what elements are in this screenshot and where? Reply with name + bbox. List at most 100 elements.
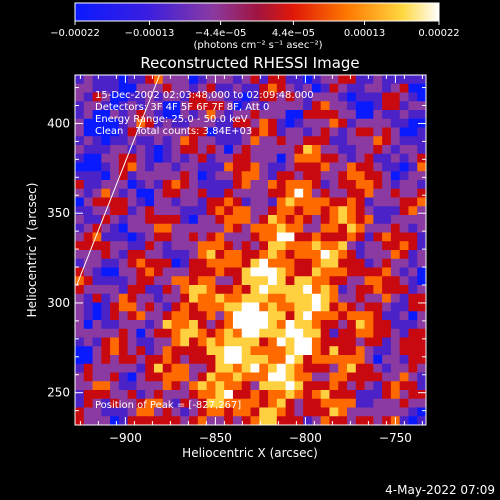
heatmap-cell xyxy=(390,136,401,146)
heatmap-cell xyxy=(268,188,278,199)
heatmap-cell xyxy=(311,258,322,269)
heatmap-cell xyxy=(171,346,181,356)
heatmap-cell xyxy=(285,206,295,216)
heatmap-cell xyxy=(276,285,287,295)
heatmap-cell xyxy=(232,215,243,225)
heatmap-cell xyxy=(224,206,234,216)
heatmap-cell xyxy=(294,232,304,242)
heatmap-cell xyxy=(364,110,374,120)
heatmap-cell xyxy=(303,83,313,94)
heatmap-cell xyxy=(417,188,426,199)
heatmap-cell xyxy=(408,258,418,269)
heatmap-cell xyxy=(364,372,374,382)
heatmap-cell xyxy=(373,223,383,234)
heatmap-cell xyxy=(390,171,401,181)
heatmap-cell xyxy=(390,206,401,216)
heatmap-cell xyxy=(241,145,252,155)
colorbar-tick-label: −0.00022 xyxy=(50,28,100,39)
heatmap-cell xyxy=(303,101,313,111)
heatmap-cell xyxy=(390,285,401,295)
heatmap-cell xyxy=(311,153,322,164)
heatmap-cell xyxy=(338,206,348,216)
heatmap-cell xyxy=(127,92,138,102)
heatmap-cell xyxy=(171,232,181,242)
heatmap-cell xyxy=(347,75,357,85)
heatmap-cell xyxy=(417,250,426,260)
heatmap-cell xyxy=(118,398,129,409)
heatmap-cell xyxy=(329,320,339,330)
heatmap-cell xyxy=(153,223,164,234)
heatmap-cell xyxy=(347,92,357,102)
heatmap-cell xyxy=(110,180,120,190)
heatmap-cell xyxy=(390,328,401,339)
heatmap-cell xyxy=(382,250,392,260)
heatmap-cell xyxy=(320,136,331,146)
heatmap-cell xyxy=(338,390,348,400)
heatmap-cell xyxy=(241,398,252,409)
heatmap-cell xyxy=(408,346,418,356)
heatmap-cell xyxy=(197,381,208,391)
heatmap-cell xyxy=(162,75,173,85)
heatmap-cell xyxy=(189,215,199,225)
heatmap-cell xyxy=(382,320,392,330)
heatmap-cell xyxy=(215,337,225,347)
heatmap-cell xyxy=(118,276,129,286)
heatmap-cell xyxy=(145,372,155,382)
heatmap-cell xyxy=(101,285,111,295)
date-stamp: 4-May-2022 07:09 xyxy=(385,483,495,497)
heatmap-cell xyxy=(320,75,331,85)
heatmap-cell xyxy=(127,355,138,365)
heatmap-cell xyxy=(145,267,155,277)
heatmap-cell xyxy=(136,197,146,207)
heatmap-cell xyxy=(110,337,120,347)
heatmap-cell xyxy=(276,390,287,400)
heatmap-cell xyxy=(355,320,366,330)
heatmap-cell xyxy=(232,171,243,181)
heatmap-cell xyxy=(136,188,146,199)
chart-title: Reconstructed RHESSI Image xyxy=(140,54,359,72)
heatmap-cell xyxy=(171,118,181,129)
heatmap-cell xyxy=(232,372,243,382)
heatmap-cell xyxy=(294,223,304,234)
heatmap-cell xyxy=(153,258,164,269)
heatmap-cell xyxy=(347,145,357,155)
heatmap-cell xyxy=(329,118,339,129)
heatmap-cell xyxy=(382,416,392,425)
heatmap-cell xyxy=(399,346,410,356)
heatmap-cell xyxy=(268,171,278,181)
heatmap-cell xyxy=(110,188,120,199)
heatmap-cell xyxy=(189,206,199,216)
heatmap-cell xyxy=(347,416,357,425)
heatmap-cell xyxy=(127,267,138,277)
heatmap-cell xyxy=(83,110,94,120)
heatmap-cell xyxy=(180,328,190,339)
heatmap-cell xyxy=(189,293,199,304)
heatmap-cell xyxy=(294,372,304,382)
heatmap-cell xyxy=(92,171,102,181)
heatmap-cell xyxy=(110,355,120,365)
heatmap-cell xyxy=(215,267,225,277)
heatmap-cell xyxy=(276,407,287,417)
heatmap-cell xyxy=(276,145,287,155)
heatmap-cell xyxy=(417,285,426,295)
heatmap-cell xyxy=(241,337,252,347)
heatmap-cell xyxy=(101,416,111,425)
heatmap-cell xyxy=(373,372,383,382)
heatmap-cell xyxy=(224,241,234,251)
heatmap-cell xyxy=(83,223,94,234)
heatmap-cell xyxy=(311,311,322,321)
heatmap-cell xyxy=(162,363,173,374)
heatmap-cell xyxy=(320,110,331,120)
heatmap-cell xyxy=(145,206,155,216)
heatmap-cell xyxy=(153,416,164,425)
heatmap-cell xyxy=(250,250,260,260)
heatmap-cell xyxy=(320,276,331,286)
heatmap-cell xyxy=(145,136,155,146)
heatmap-cell xyxy=(83,241,94,251)
heatmap-cell xyxy=(215,127,225,137)
heatmap-cell xyxy=(373,416,383,425)
heatmap-cell xyxy=(285,416,295,425)
heatmap-cell xyxy=(329,232,339,242)
heatmap-cell xyxy=(206,302,216,312)
heatmap-cell xyxy=(382,241,392,251)
